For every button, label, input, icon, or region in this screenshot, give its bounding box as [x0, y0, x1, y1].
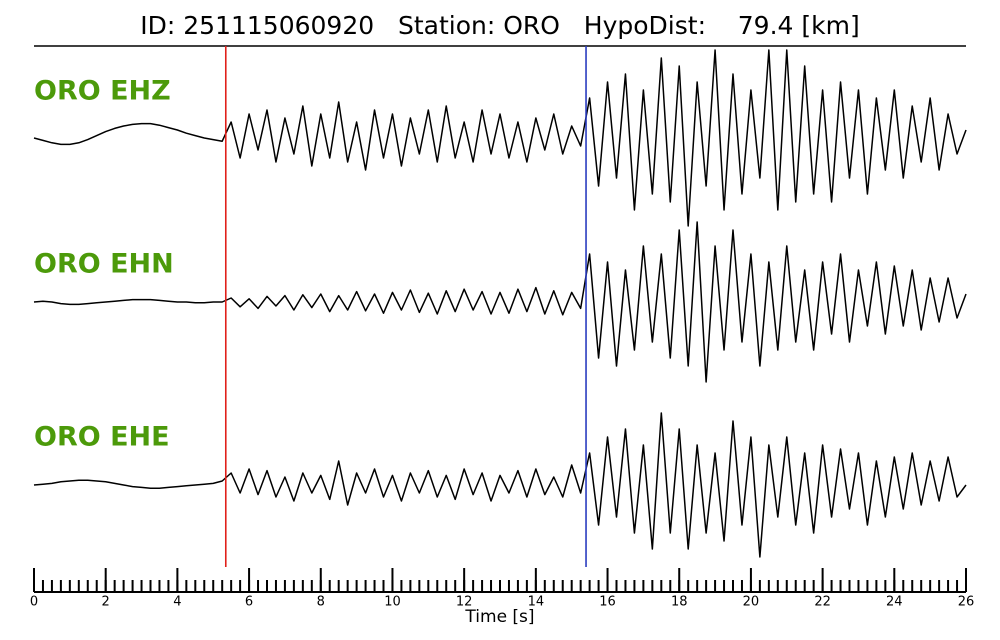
trace-label: ORO EHE	[34, 422, 170, 453]
x-tick-label: 16	[599, 595, 616, 610]
waveform	[33, 49, 967, 227]
x-tick-label: 24	[886, 595, 903, 610]
waveform	[33, 412, 967, 558]
x-tick-label: 10	[384, 595, 401, 610]
trace-label: ORO EHZ	[34, 76, 171, 107]
x-tick-label: 12	[456, 595, 473, 610]
x-axis-label: Time [s]	[464, 607, 534, 627]
x-tick-label: 20	[743, 595, 760, 610]
x-tick-label: 8	[317, 595, 325, 610]
chart-title: ID: 251115060920 Station: ORO HypoDist: …	[140, 11, 859, 40]
x-tick-label: 2	[102, 595, 110, 610]
x-tick-label: 22	[814, 595, 831, 610]
trace-label: ORO EHN	[34, 249, 174, 280]
x-tick-label: 14	[528, 595, 545, 610]
x-tick-label: 0	[30, 595, 38, 610]
x-tick-label: 26	[958, 595, 975, 610]
x-tick-label: 4	[173, 595, 181, 610]
x-tick-label: 6	[245, 595, 253, 610]
waveform	[33, 221, 967, 383]
x-tick-label: 18	[671, 595, 688, 610]
